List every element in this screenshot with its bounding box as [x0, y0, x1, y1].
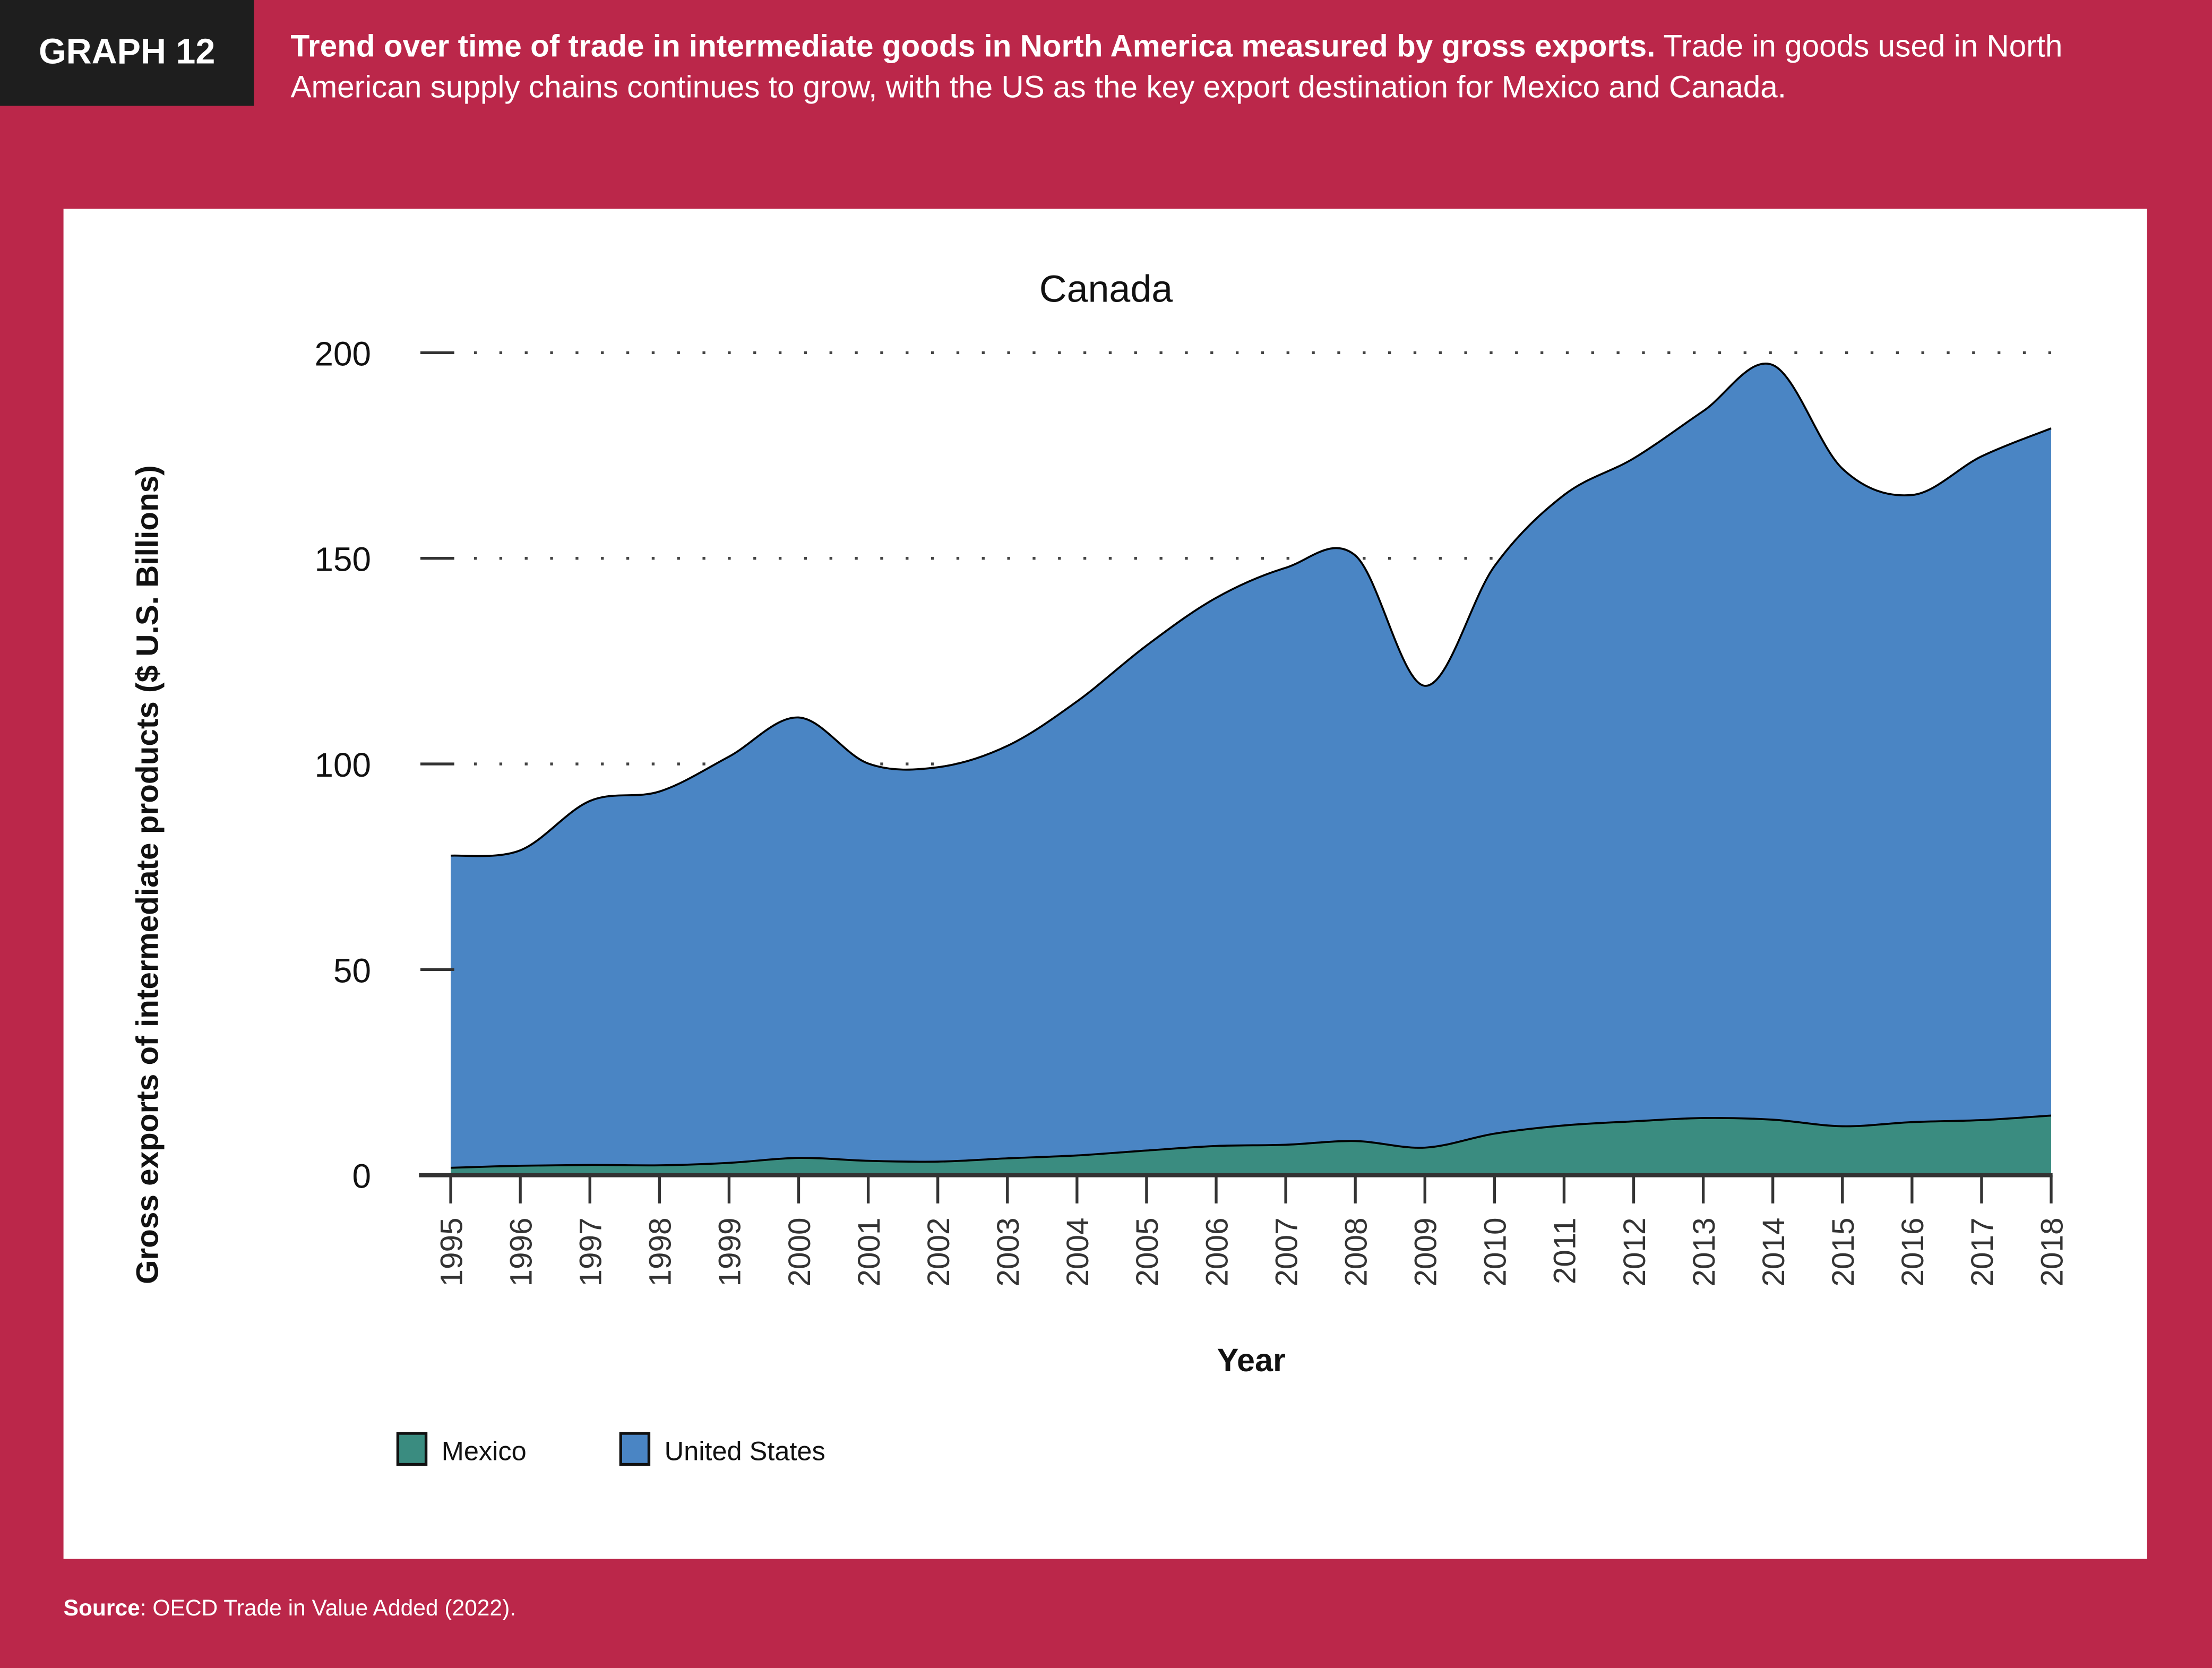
caption-body: Trade in goods used in North American su…	[290, 28, 2063, 105]
x-tick-label: 2018	[2035, 1217, 2069, 1286]
y-tick-label: 100	[315, 746, 371, 784]
graph-number-tag: GRAPH 12	[0, 0, 254, 106]
x-tick-label: 2001	[852, 1217, 886, 1286]
x-tick-label: 1996	[504, 1217, 538, 1286]
x-axis-title: Year	[1217, 1342, 1286, 1378]
x-tick-label: 2009	[1409, 1217, 1443, 1286]
x-tick-label: 2015	[1826, 1217, 1861, 1286]
graph-caption: Trend over time of trade in intermediate…	[290, 25, 2181, 107]
legend-swatch	[619, 1432, 651, 1466]
x-tick-label: 2000	[782, 1217, 817, 1286]
x-tick-label: 2011	[1548, 1217, 1582, 1284]
legend: Mexico United States	[396, 1432, 825, 1466]
chart-title: Canada	[1039, 268, 1173, 311]
line-mexico	[451, 1114, 2052, 1169]
x-tick-label: 2012	[1617, 1217, 1652, 1286]
source-text: : OECD Trade in Value Added (2022).	[140, 1597, 517, 1621]
line-united-states	[450, 363, 2052, 857]
x-tick-label: 2006	[1200, 1217, 1234, 1286]
x-tick-label: 2007	[1269, 1217, 1304, 1286]
x-tick-label: 2003	[991, 1217, 1026, 1286]
legend-item-mexico: Mexico	[396, 1432, 527, 1466]
source-label: Source	[63, 1597, 140, 1621]
y-tick-label: 50	[333, 951, 371, 990]
x-tick-label: 2014	[1757, 1217, 1791, 1286]
x-tick-label: 1995	[434, 1217, 469, 1286]
y-tick-label: 150	[315, 540, 371, 579]
axes	[419, 351, 2053, 1203]
y-tick-labels: 0 50 100 150 200	[315, 334, 371, 1195]
caption-headline: Trend over time of trade in intermediate…	[290, 28, 1656, 64]
x-tick-label: 1998	[643, 1217, 678, 1286]
legend-label: United States	[665, 1436, 825, 1466]
source-note: Source: OECD Trade in Value Added (2022)…	[64, 1597, 516, 1622]
y-tick-label: 200	[315, 334, 371, 373]
x-tick-label: 2017	[1965, 1217, 2000, 1286]
x-tick-labels: 1995 1996 1997 1998 1999 2000 2001 2002 2003 2004…	[434, 1217, 2069, 1286]
x-tick-label: 1997	[573, 1217, 608, 1286]
area-layers	[450, 363, 2052, 1175]
x-tick-label: 2013	[1687, 1217, 1722, 1286]
legend-label: Mexico	[442, 1436, 527, 1466]
legend-swatch	[396, 1432, 428, 1466]
x-tick-label: 2004	[1061, 1217, 1095, 1286]
legend-item-united-states: United States	[619, 1432, 825, 1466]
x-tick-label: 2016	[1896, 1217, 1930, 1286]
x-tick-label: 2002	[922, 1217, 956, 1286]
x-tick-label: 2010	[1478, 1217, 1513, 1286]
x-tick-label: 1999	[713, 1217, 747, 1286]
x-tick-label: 2008	[1339, 1217, 1373, 1286]
area-united-states	[451, 363, 2052, 1168]
x-tick-label: 2005	[1130, 1217, 1165, 1286]
y-tick-label: 0	[352, 1157, 371, 1196]
y-axis-title: Gross exports of intermediate products (…	[131, 465, 165, 1284]
